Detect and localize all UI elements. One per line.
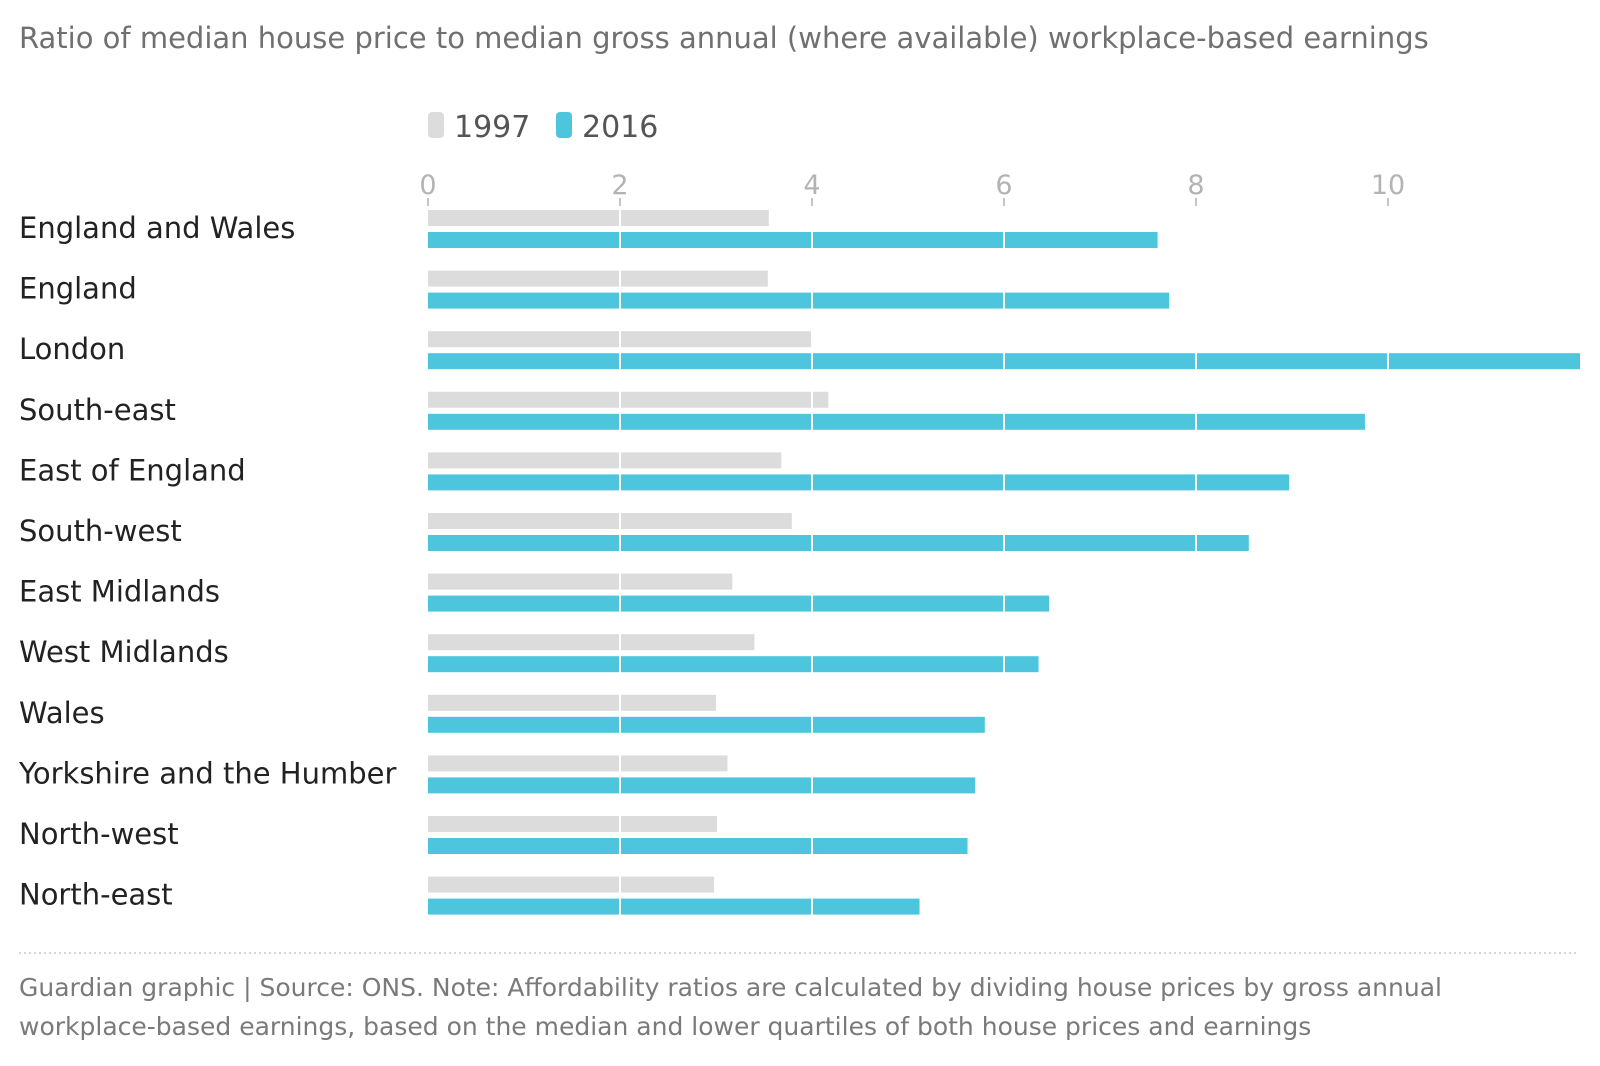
category-label-north-east: North-east (19, 878, 173, 912)
x-tick-label-8: 8 (1187, 170, 1204, 201)
category-label-england-and-wales: England and Wales (19, 211, 295, 245)
legend-label-1997: 1997 (454, 110, 530, 145)
bar-1997-yorkshire-and-the-humber (428, 755, 728, 772)
bars-group (428, 210, 1580, 915)
legend-swatch-2016 (556, 112, 572, 138)
category-label-south-east: South-east (19, 393, 176, 427)
category-label-england: England (19, 272, 137, 306)
bar-2016-north-east (428, 898, 920, 915)
bar-1997-east-midlands (428, 573, 733, 590)
bar-2016-yorkshire-and-the-humber (428, 777, 976, 794)
bar-1997-south-east (428, 391, 829, 408)
bar-1997-east-of-england (428, 452, 782, 469)
bar-1997-england-and-wales (428, 210, 769, 226)
x-tick-label-6: 6 (995, 170, 1012, 201)
bar-2016-south-east (428, 413, 1365, 430)
legend-label-2016: 2016 (582, 110, 658, 145)
legend-swatch-1997 (428, 112, 444, 138)
category-label-east-of-england: East of England (19, 453, 246, 487)
category-label-east-midlands: East Midlands (19, 575, 220, 609)
source-note-line-2: workplace-based earnings, based on the m… (19, 1012, 1311, 1041)
bar-1997-england (428, 270, 768, 287)
bar-1997-west-midlands (428, 634, 755, 651)
gridlines (619, 206, 1389, 917)
x-axis: 0 2 4 6 8 10 (419, 170, 1405, 206)
x-tick-label-4: 4 (803, 170, 820, 201)
bar-2016-north-west (428, 838, 968, 854)
chart-title: Ratio of median house price to median gr… (19, 21, 1429, 55)
bar-2016-england (428, 292, 1170, 309)
category-label-yorkshire-and-the-humber: Yorkshire and the Humber (18, 756, 396, 790)
category-label-london: London (19, 332, 125, 366)
x-tick-label-0: 0 (419, 170, 436, 201)
category-label-wales: Wales (19, 696, 105, 730)
category-label-north-west: North-west (19, 817, 179, 851)
bar-2016-east-of-england (428, 474, 1290, 491)
source-note-line-1: Guardian graphic | Source: ONS. Note: Af… (19, 973, 1442, 1002)
bar-2016-south-west (428, 535, 1249, 551)
category-label-west-midlands: West Midlands (19, 635, 229, 669)
bar-1997-north-west (428, 816, 717, 832)
bar-2016-england-and-wales (428, 232, 1158, 248)
bar-1997-wales (428, 694, 716, 711)
x-tick-label-2: 2 (611, 170, 628, 201)
legend: 1997 2016 (428, 110, 658, 145)
bar-1997-south-west (428, 513, 792, 529)
category-labels: England and Wales England London South-east… (18, 211, 396, 912)
bar-1997-north-east (428, 876, 715, 893)
bar-2016-east-midlands (428, 595, 1050, 612)
category-label-south-west: South-west (19, 514, 182, 548)
bar-2016-west-midlands (428, 656, 1039, 673)
bar-2016-wales (428, 716, 985, 733)
x-tick-label-10: 10 (1371, 170, 1405, 201)
